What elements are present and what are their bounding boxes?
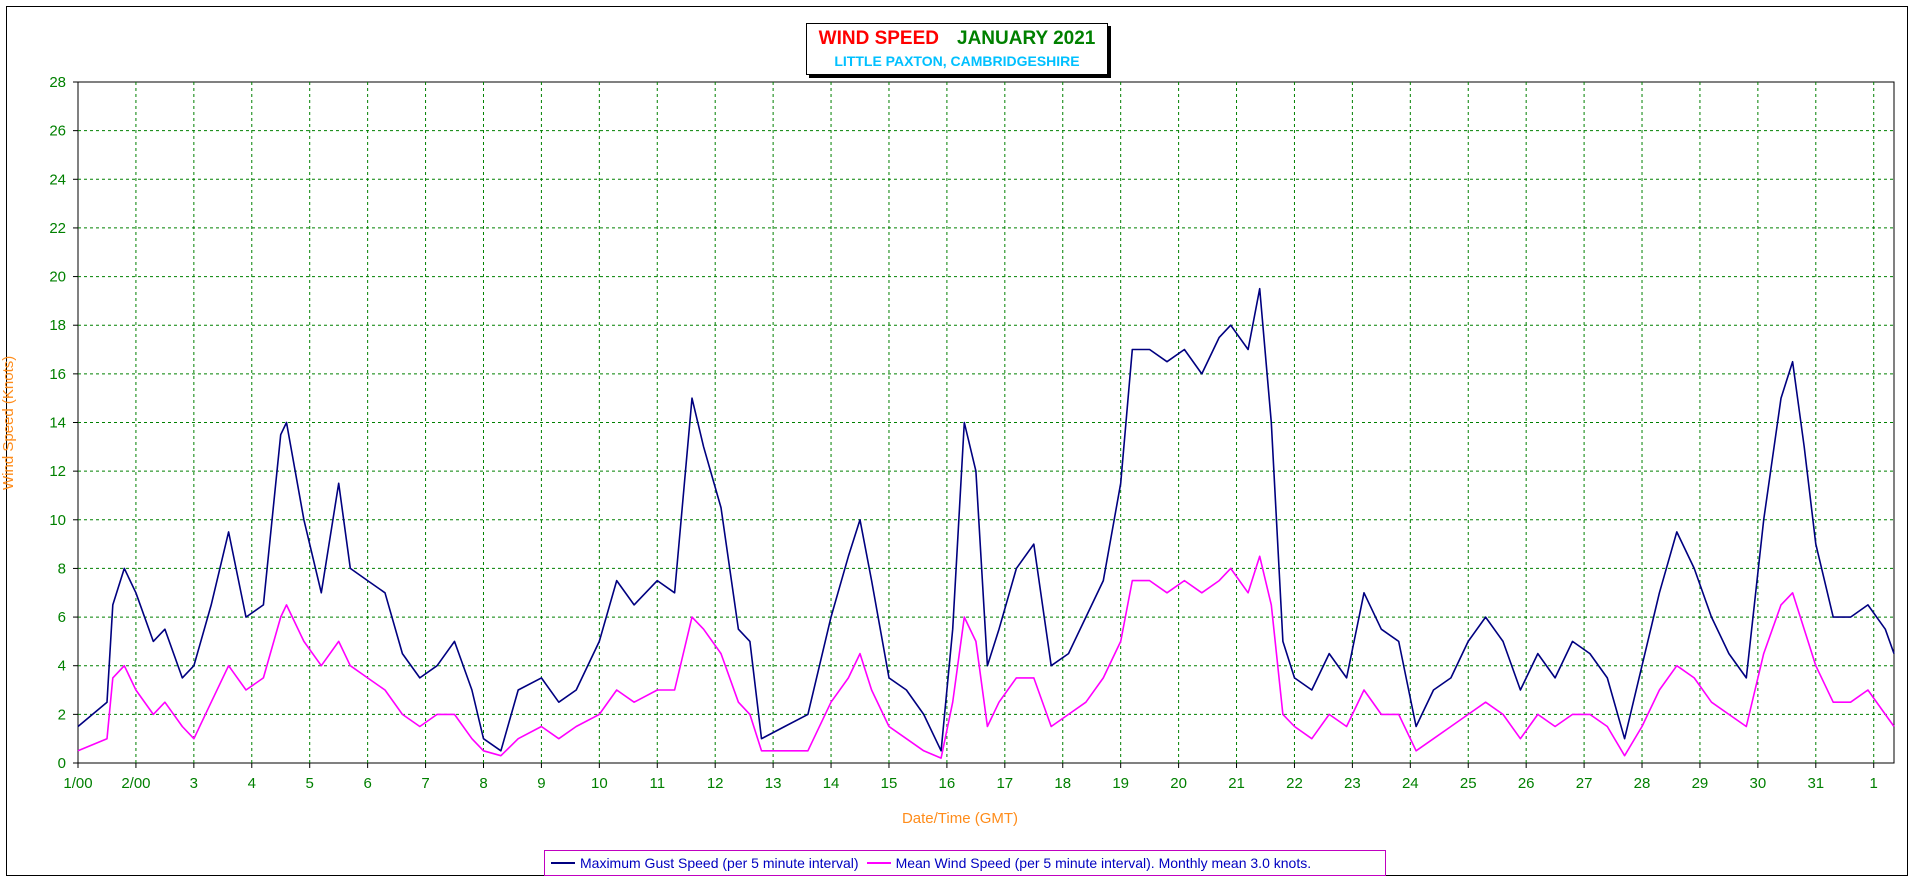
x-tick-label: 18 <box>1054 775 1071 792</box>
y-tick-label: 6 <box>58 609 66 626</box>
x-tick-label: 31 <box>1807 775 1824 792</box>
x-tick-label: 23 <box>1344 775 1361 792</box>
y-tick-label: 18 <box>49 317 66 334</box>
x-tick-label: 24 <box>1402 775 1419 792</box>
x-axis-label: Date/Time (GMT) <box>901 810 1019 827</box>
max-gust-line <box>77 287 1895 752</box>
y-tick-label: 16 <box>49 366 66 383</box>
y-tick-label: 4 <box>58 658 66 675</box>
chart-legend: Maximum Gust Speed (per 5 minute interva… <box>544 850 1386 876</box>
y-tick-label: 10 <box>49 512 66 529</box>
x-tick-label: 22 <box>1286 775 1303 792</box>
max-gust-series <box>77 287 1895 752</box>
x-tick-label: 7 <box>421 775 429 792</box>
chart-title: WIND SPEED <box>818 28 939 49</box>
x-tick-label: 1/00 <box>63 775 92 792</box>
x-tick-label: 12 <box>707 775 724 792</box>
x-tick-label: 27 <box>1576 775 1593 792</box>
y-tick-label: 20 <box>49 269 66 286</box>
y-tick-label: 22 <box>49 220 66 237</box>
x-tick-label: 29 <box>1692 775 1709 792</box>
legend-swatch-mean <box>866 862 891 864</box>
chart-month: JANUARY 2021 <box>957 28 1096 49</box>
x-tick-label: 16 <box>939 775 956 792</box>
y-tick-label: 0 <box>58 755 66 772</box>
legend-item-gust: Maximum Gust Speed (per 5 minute interva… <box>551 855 859 871</box>
x-tick-label: 13 <box>765 775 782 792</box>
y-tick-label: 8 <box>58 560 66 577</box>
x-tick-label: 8 <box>479 775 487 792</box>
y-tick-label: 2 <box>58 706 66 723</box>
x-tick-labels: 1/00 2/00 3 4 5 6 7 8 9 10 11 12 13 14 15 16 17 18 19 20 21 2… <box>63 763 1878 792</box>
x-tick-label: 10 <box>591 775 608 792</box>
y-tick-label: 24 <box>49 171 66 188</box>
y-axis-label: Wind Speed (Knots) <box>0 355 17 490</box>
x-tick-label: 9 <box>537 775 545 792</box>
mean-wind-series <box>77 555 1895 759</box>
y-tick-label: 28 <box>49 74 66 91</box>
mean-wind-line <box>77 555 1895 759</box>
y-tick-label: 12 <box>49 463 66 480</box>
x-tick-label: 5 <box>306 775 314 792</box>
legend-label-gust: Maximum Gust Speed (per 5 minute interva… <box>580 855 859 871</box>
x-tick-label: 14 <box>823 775 840 792</box>
grid-lines <box>78 82 1894 763</box>
x-tick-label: 26 <box>1518 775 1535 792</box>
chart-subtitle: LITTLE PAXTON, CAMBRIDGESHIRE <box>834 53 1080 69</box>
x-tick-label: 28 <box>1634 775 1651 792</box>
x-tick-label: 11 <box>649 775 665 792</box>
legend-label-mean: Mean Wind Speed (per 5 minute interval).… <box>895 855 1312 871</box>
x-tick-label: 6 <box>363 775 371 792</box>
y-tick-label: 14 <box>49 415 66 432</box>
x-tick-label: 25 <box>1460 775 1477 792</box>
x-tick-label: 19 <box>1112 775 1129 792</box>
chart-title-box: WIND SPEED JANUARY 2021 LITTLE PAXTON, CA… <box>806 23 1108 75</box>
legend-swatch-gust <box>551 862 575 864</box>
x-tick-label: 21 <box>1228 775 1245 792</box>
y-tick-label: 26 <box>49 123 66 140</box>
x-tick-label: 2/00 <box>121 775 150 792</box>
x-tick-label: 3 <box>190 775 198 792</box>
x-tick-label: 15 <box>881 775 898 792</box>
x-tick-label: 4 <box>248 775 256 792</box>
x-tick-label: 20 <box>1170 775 1187 792</box>
legend-item-mean: Mean Wind Speed (per 5 minute interval).… <box>866 855 1312 871</box>
x-tick-label: 17 <box>996 775 1013 792</box>
x-tick-label: 30 <box>1750 775 1767 792</box>
x-tick-label: 1 <box>1870 775 1878 792</box>
